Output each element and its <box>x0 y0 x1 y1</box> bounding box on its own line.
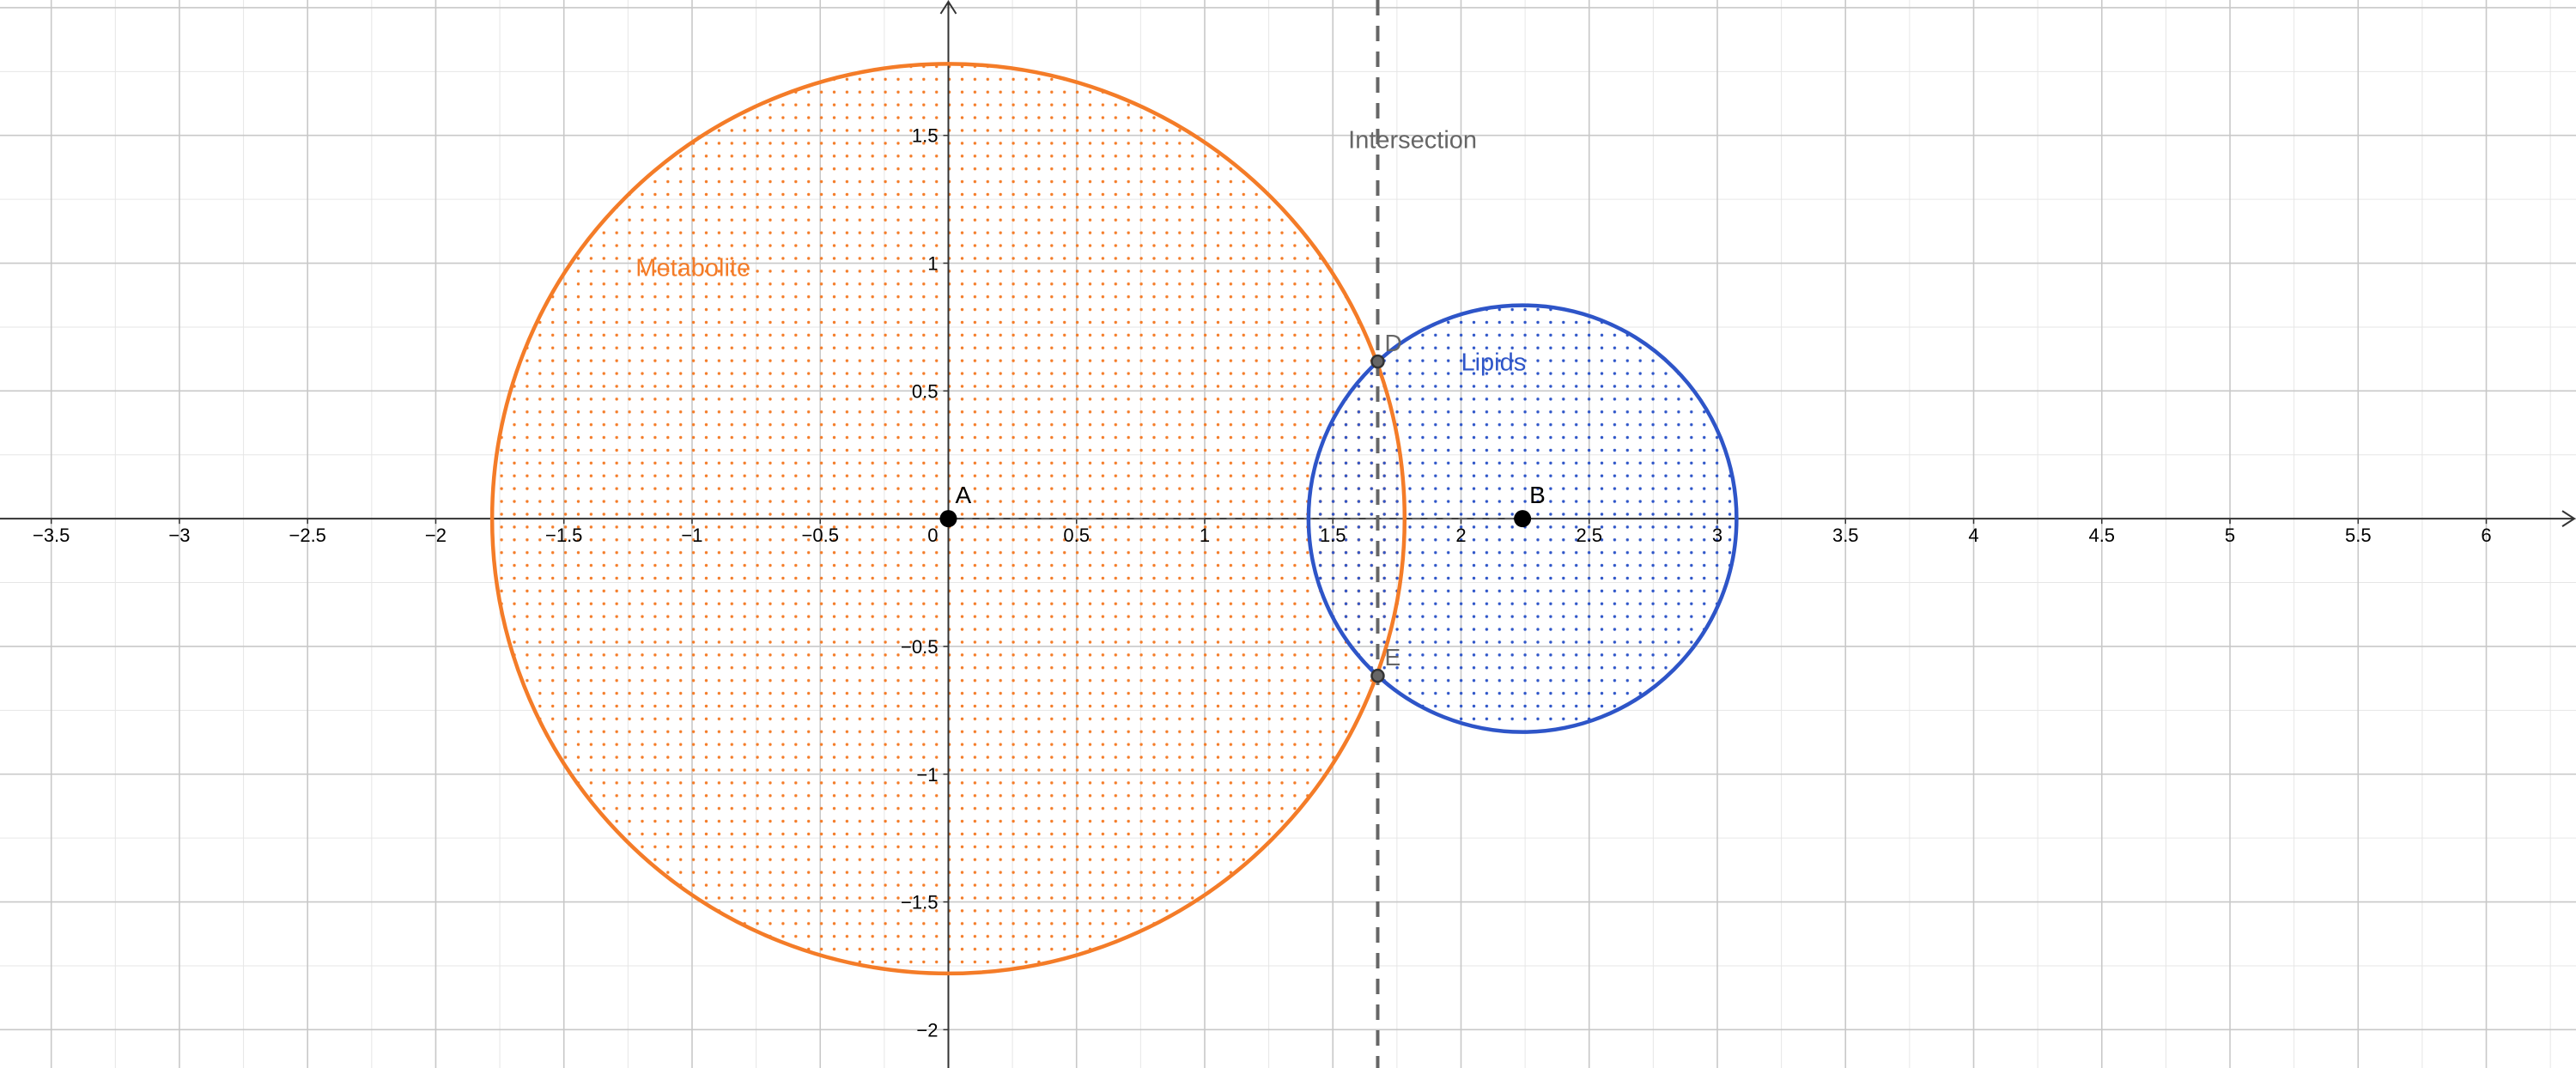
origin-label: 0 <box>927 525 938 546</box>
x-tick-label: −0.5 <box>802 525 839 546</box>
y-tick-label: 1.5 <box>912 125 939 147</box>
x-tick-label: 2 <box>1455 525 1466 546</box>
x-tick-label: −1 <box>681 525 702 546</box>
x-tick-label: 6 <box>2481 525 2491 546</box>
x-tick-label: 1.5 <box>1320 525 1346 546</box>
y-tick-label: −1 <box>916 764 938 786</box>
point-label-b: B <box>1529 482 1546 508</box>
x-tick-label: 4 <box>1968 525 1978 546</box>
x-tick-label: −2.5 <box>289 525 325 546</box>
lipids-circle <box>1306 303 1739 734</box>
x-tick-label: 1 <box>1200 525 1210 546</box>
x-tick-label: −1.5 <box>545 525 582 546</box>
x-axis-arrow <box>2561 510 2576 527</box>
x-tick-label: −3 <box>168 525 190 546</box>
y-tick-label: 0.5 <box>912 380 939 402</box>
points <box>939 354 1532 683</box>
metabolite-circle <box>489 62 1407 976</box>
y-tick-label: −0.5 <box>901 636 938 658</box>
tick-labels: −3.5 −3 −2.5 −2 −1.5 −1 −0.5 0.5 1 1.5 2 2.5 3 3.5 4 4.… <box>33 125 2492 1041</box>
x-tick-label: 3.5 <box>1832 525 1859 546</box>
shapes <box>489 0 1739 1068</box>
point-d <box>1370 354 1385 369</box>
y-tick-label: 1 <box>927 253 938 275</box>
point-label-d: D <box>1384 330 1401 356</box>
x-tick-label: 4.5 <box>2088 525 2115 546</box>
labels: A B D E Metabolite Lipids Intersection <box>635 127 1546 671</box>
x-tick-label: 0.5 <box>1063 525 1090 546</box>
point-b <box>1514 510 1532 528</box>
x-tick-label: 3 <box>1712 525 1722 546</box>
y-tick-label: −2 <box>916 1019 938 1041</box>
point-label-e: E <box>1384 644 1400 671</box>
y-axis-arrow <box>939 0 957 15</box>
x-tick-label: −3.5 <box>33 525 70 546</box>
x-tick-label: 5 <box>2225 525 2235 546</box>
y-tick-label: −1.5 <box>901 892 938 913</box>
metabolite-label: Metabolite <box>635 254 750 282</box>
intersection-label: Intersection <box>1348 127 1477 155</box>
point-label-a: A <box>955 482 971 508</box>
lipids-label: Lipids <box>1461 349 1526 377</box>
x-tick-label: 5.5 <box>2345 525 2372 546</box>
point-a <box>939 510 957 528</box>
point-e <box>1370 668 1385 683</box>
x-tick-label: 2.5 <box>1576 525 1602 546</box>
x-tick-label: −2 <box>425 525 447 546</box>
